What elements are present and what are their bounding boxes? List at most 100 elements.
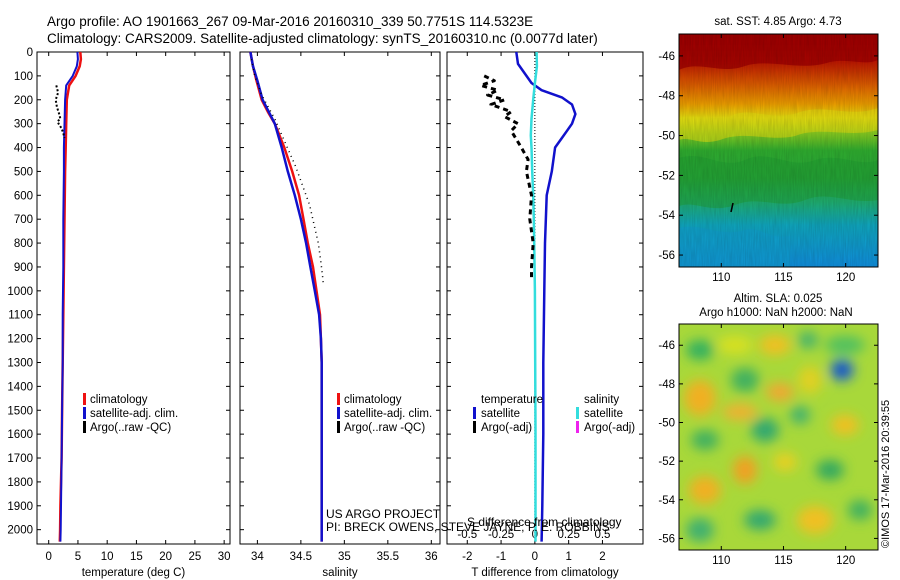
y-tick-label: 1500 bbox=[7, 405, 33, 417]
y-tick-label: 700 bbox=[14, 214, 33, 226]
y-tick-label: -52 bbox=[658, 170, 675, 182]
legend-label-temperature-argo: Argo(-adj) bbox=[481, 422, 532, 434]
map-frame bbox=[678, 323, 879, 551]
series-line bbox=[249, 51, 323, 542]
y-tick-label: 800 bbox=[14, 238, 33, 250]
series-line bbox=[59, 51, 79, 542]
profile-panels: 0100200300400500600700800900100011001200… bbox=[7, 47, 644, 579]
y-tick-label: 1100 bbox=[8, 310, 33, 322]
x2-tick-label: 0.25 bbox=[557, 529, 579, 541]
legend-swatch-climatology bbox=[337, 393, 340, 405]
legend-swatch-climatology bbox=[83, 393, 86, 405]
series-line bbox=[529, 51, 539, 542]
y-tick-label: 1600 bbox=[7, 429, 33, 441]
series-line bbox=[54, 85, 66, 139]
x-tick-label: 34.5 bbox=[290, 551, 312, 563]
x-tick-label: 15 bbox=[130, 551, 143, 563]
x2-tick-label: -0.5 bbox=[457, 529, 477, 541]
legend-label-satellite: satellite-adj. clim. bbox=[90, 408, 178, 420]
y-tick-label: 1900 bbox=[7, 501, 33, 513]
x-axis-label: temperature (deg C) bbox=[82, 567, 186, 579]
x-tick-label: -1 bbox=[496, 551, 506, 563]
y-tick-label: 500 bbox=[14, 166, 33, 178]
panel-frame bbox=[446, 51, 644, 545]
x-tick-label: 115 bbox=[774, 555, 792, 567]
x-tick-label: 120 bbox=[836, 272, 855, 284]
profile-panel-2: 34 34.5 35 35.5 36 salinity bbox=[239, 51, 441, 579]
difference-legend: temperature salinity satellite Argo(-adj… bbox=[473, 394, 635, 434]
x-tick-label: 1 bbox=[565, 551, 571, 563]
series-line bbox=[250, 59, 325, 287]
header-line1: Argo profile: AO 1901663_267 09-Mar-2016… bbox=[47, 14, 533, 29]
profile-panel-1: 0100200300400500600700800900100011001200… bbox=[7, 47, 230, 579]
y-tick-label: 200 bbox=[14, 95, 33, 107]
x-tick-label: 30 bbox=[218, 551, 231, 563]
x-tick-label: 35 bbox=[338, 551, 351, 563]
legend-label-salinity-satellite: satellite bbox=[584, 408, 623, 420]
x-tick-label: 20 bbox=[159, 551, 172, 563]
y-tick-label: -56 bbox=[658, 533, 675, 545]
sst-map-axes: 110 115 120 -46 -48 -50 -52 -54 -56 bbox=[658, 33, 879, 284]
legend-swatch-argo bbox=[337, 421, 340, 433]
x-tick-label: 5 bbox=[75, 551, 81, 563]
series-line bbox=[515, 51, 577, 542]
legend-label-climatology: climatology bbox=[344, 394, 402, 406]
x-tick-label: 2 bbox=[599, 551, 605, 563]
series-line bbox=[249, 51, 323, 542]
y-tick-label: 400 bbox=[14, 143, 33, 155]
legend-label-argo: Argo(..raw -QC) bbox=[90, 422, 171, 434]
legend-label-argo: Argo(..raw -QC) bbox=[344, 422, 425, 434]
map-frame bbox=[678, 33, 879, 268]
sla-map bbox=[679, 324, 878, 550]
y-tick-label: 100 bbox=[14, 71, 33, 83]
legend-swatch-satellite bbox=[83, 407, 86, 419]
y-tick-label: 300 bbox=[14, 119, 33, 131]
sst-map bbox=[679, 34, 878, 267]
sst-map-title: sat. SST: 4.85 Argo: 4.73 bbox=[714, 16, 841, 28]
argo-location-marker bbox=[730, 202, 734, 213]
y-tick-label: 0 bbox=[27, 47, 33, 59]
y-tick-label: -56 bbox=[658, 250, 675, 262]
legend-label-salinity-argo: Argo(-adj) bbox=[584, 422, 635, 434]
x-axis-label: T difference from climatology bbox=[471, 567, 618, 579]
x-tick-label: 35.5 bbox=[377, 551, 399, 563]
panel-frame bbox=[239, 51, 441, 545]
legend-label-temperature-satellite: satellite bbox=[481, 408, 520, 420]
legend-swatch-salinity-satellite bbox=[576, 407, 579, 419]
attribution-line1: US ARGO PROJECT bbox=[326, 507, 441, 521]
y-tick-label: -46 bbox=[658, 51, 675, 63]
y-tick-label: -54 bbox=[658, 495, 675, 507]
x-tick-label: -2 bbox=[462, 551, 472, 563]
x-tick-label: 0 bbox=[532, 551, 538, 563]
y-tick-label: 1400 bbox=[7, 381, 33, 393]
legend-swatch-temperature-argo bbox=[473, 421, 476, 433]
y-tick-label: 1700 bbox=[7, 453, 33, 465]
y-tick-label: 2000 bbox=[7, 525, 33, 537]
sla-map-subtitle: Argo h1000: NaN h2000: NaN bbox=[699, 307, 852, 319]
x-tick-label: 110 bbox=[712, 272, 730, 284]
sla-map-axes: 110 115 120 -46 -48 -50 -52 -54 -56 bbox=[658, 323, 879, 567]
x-tick-label: 120 bbox=[836, 555, 855, 567]
y-tick-label: -54 bbox=[658, 210, 675, 222]
legend-title-salinity: salinity bbox=[584, 394, 619, 406]
x2-tick-label: -0.25 bbox=[488, 529, 514, 541]
s-difference-axis-label: S difference from climatology bbox=[467, 515, 622, 529]
legend-swatch-satellite bbox=[337, 407, 340, 419]
x-tick-label: 115 bbox=[774, 272, 792, 284]
y-tick-label: 600 bbox=[14, 190, 33, 202]
y-tick-label: 1300 bbox=[7, 357, 33, 369]
x-tick-label: 36 bbox=[425, 551, 438, 563]
legend-swatch-salinity-argo bbox=[576, 421, 579, 433]
legend-label-climatology: climatology bbox=[90, 394, 148, 406]
y-tick-label: -50 bbox=[658, 418, 675, 430]
y-tick-label: 1000 bbox=[7, 286, 33, 298]
y-tick-label: 900 bbox=[14, 262, 33, 274]
header-line2: Climatology: CARS2009. Satellite-adjuste… bbox=[47, 31, 598, 46]
y-tick-label: 1200 bbox=[7, 334, 33, 346]
legend-label-satellite: satellite-adj. clim. bbox=[344, 408, 432, 420]
y-tick-label: -50 bbox=[658, 131, 675, 143]
x-tick-label: 0 bbox=[45, 551, 51, 563]
panel-frame bbox=[36, 51, 231, 545]
imos-timestamp: ©IMOS 17-Mar-2016 20:39:55 bbox=[880, 400, 892, 548]
